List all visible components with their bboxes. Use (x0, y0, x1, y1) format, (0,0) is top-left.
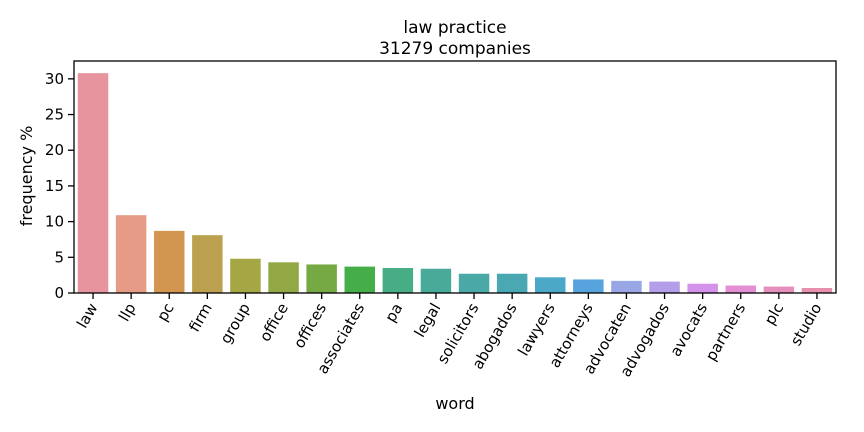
x-tick-label-offices: offices (290, 300, 330, 352)
bar-office (268, 262, 299, 293)
x-tick-label-law: law (73, 300, 101, 331)
bar-lawyers (535, 277, 566, 293)
x-tick-label-legal: legal (411, 300, 445, 340)
bar-firm (192, 235, 223, 293)
x-tick-label-group: group (217, 300, 254, 347)
bar-llp (115, 215, 147, 293)
x-tick-label-pa: pa (381, 300, 406, 325)
y-tick-label: 30 (45, 70, 64, 88)
y-tick-label: 0 (54, 284, 64, 302)
y-axis-label: frequency % (17, 126, 36, 227)
bar-legal (420, 268, 452, 293)
bar-law (77, 73, 109, 294)
chart-title: law practice (403, 18, 506, 38)
bars-group (77, 73, 833, 294)
bar-partners (725, 285, 756, 293)
bar-pc (154, 230, 185, 293)
chart-subtitle: 31279 companies (379, 39, 531, 59)
bar-advogados (649, 281, 680, 293)
y-tick-label: 25 (45, 106, 64, 124)
bar-associates (344, 266, 375, 293)
bar-advocaten (611, 280, 642, 293)
x-tick-label-studio: studio (787, 300, 826, 349)
bar-group (230, 258, 261, 293)
plot-area-frame (73, 60, 837, 294)
bar-attorneys (573, 279, 604, 293)
y-tick-label: 15 (45, 177, 64, 195)
x-tick-label-plc: plc (761, 300, 788, 328)
bar-avocats (687, 283, 718, 293)
y-axis-ticks: 0 5 10 15 20 25 30 (45, 70, 74, 302)
bar-studio (801, 288, 833, 293)
x-axis-label: word (435, 394, 474, 413)
x-tick-label-office: office (256, 300, 292, 345)
x-tick-label-llp: llp (115, 300, 140, 324)
y-tick-label: 20 (45, 141, 64, 159)
y-tick-label: 10 (45, 213, 64, 231)
bar-abogados (496, 273, 528, 293)
x-tick-label-firm: firm (185, 300, 216, 335)
bar-solicitors (458, 273, 490, 293)
x-tick-label-pc: pc (153, 300, 177, 324)
bar-offices (306, 264, 337, 293)
y-tick-label: 5 (54, 248, 64, 266)
bar-plc (763, 286, 795, 293)
x-axis-ticks: law llp pc firm group officeofficesassociates… (73, 293, 825, 380)
bar-pa (382, 268, 414, 293)
